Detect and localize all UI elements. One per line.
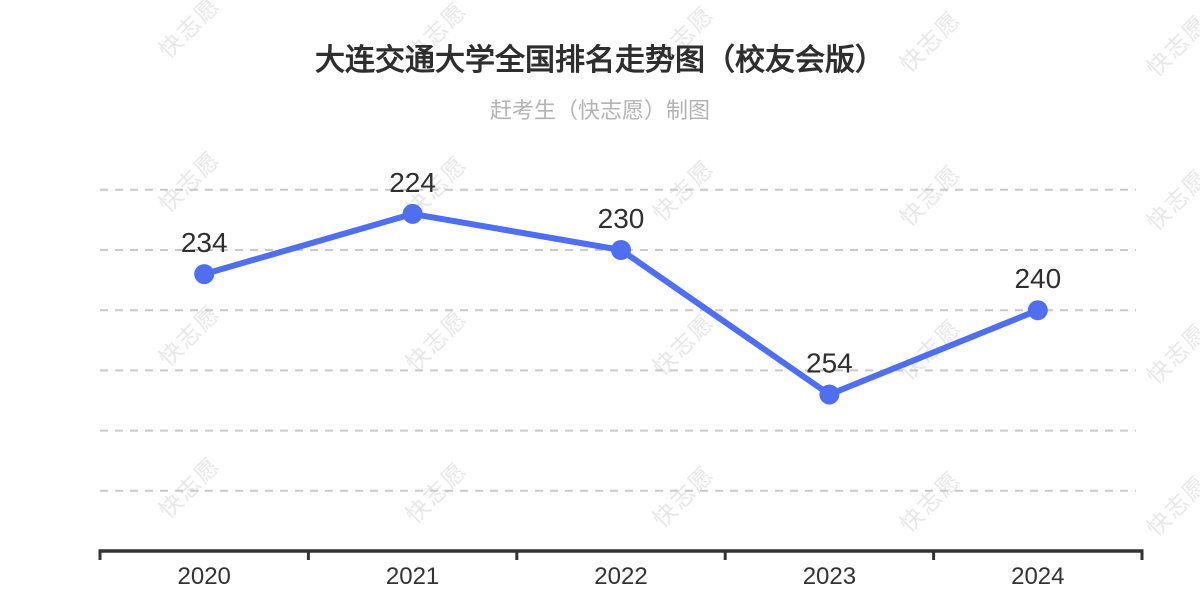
x-axis-label: 2020 [178, 563, 231, 590]
x-axis-label: 2021 [386, 563, 439, 590]
chart-title: 大连交通大学全国排名走势图（校友会版） [315, 44, 885, 77]
data-point-label: 224 [389, 167, 436, 198]
data-point-label: 230 [598, 203, 645, 234]
data-point-label: 234 [181, 227, 228, 258]
data-point-label: 240 [1014, 263, 1061, 294]
data-point-label: 254 [806, 348, 853, 379]
x-axis-label: 2024 [1011, 563, 1064, 590]
x-axis-label: 2022 [594, 563, 647, 590]
data-point-marker [819, 384, 840, 405]
data-point-marker [194, 264, 215, 285]
chart-subtitle: 赶考生（快志愿）制图 [489, 98, 710, 123]
x-axis-label: 2023 [803, 563, 856, 590]
data-point-marker [1027, 300, 1048, 321]
data-point-marker [402, 203, 423, 224]
data-point-marker [611, 240, 631, 260]
